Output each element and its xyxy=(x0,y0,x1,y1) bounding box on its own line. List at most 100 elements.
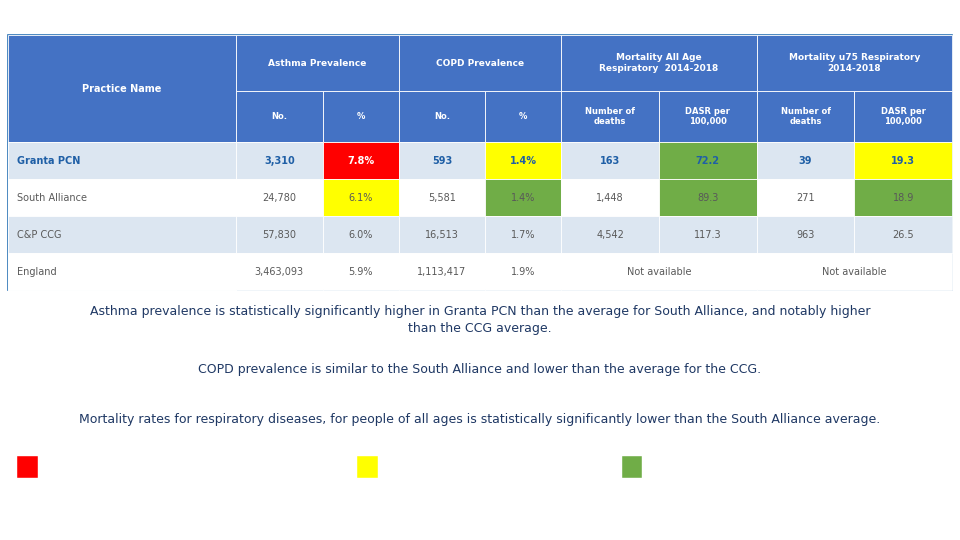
Text: Note: Prevalence data are not available by age i.e. it is not age weighted so di: Note: Prevalence data are not available … xyxy=(12,510,728,525)
Bar xyxy=(486,216,562,253)
Bar xyxy=(8,179,236,216)
Text: 18.9: 18.9 xyxy=(893,193,914,202)
Text: 7.8%: 7.8% xyxy=(348,156,374,166)
Bar xyxy=(8,142,236,179)
Text: Asthma Prevalence: Asthma Prevalence xyxy=(268,58,367,68)
Text: %: % xyxy=(356,112,365,121)
Bar xyxy=(756,91,854,142)
Text: South Alliance: South Alliance xyxy=(17,193,87,202)
Text: DASR per
100,000: DASR per 100,000 xyxy=(880,107,925,126)
Text: 271: 271 xyxy=(796,193,815,202)
Text: 39: 39 xyxy=(799,156,812,166)
Text: 1.7%: 1.7% xyxy=(511,230,536,240)
Text: Number of
deaths: Number of deaths xyxy=(780,107,830,126)
Bar xyxy=(398,142,486,179)
Bar xyxy=(621,456,642,478)
Text: No.: No. xyxy=(434,112,450,121)
Bar xyxy=(659,216,756,253)
Text: Number of
deaths: Number of deaths xyxy=(586,107,636,126)
Bar xyxy=(756,216,854,253)
Text: 6.0%: 6.0% xyxy=(348,230,372,240)
Text: 1,113,417: 1,113,417 xyxy=(418,267,467,276)
Text: 57,830: 57,830 xyxy=(262,230,297,240)
Text: 3,310: 3,310 xyxy=(264,156,295,166)
Bar xyxy=(562,91,659,142)
Text: 16,513: 16,513 xyxy=(425,230,459,240)
Bar xyxy=(854,179,952,216)
Text: 26.5: 26.5 xyxy=(893,230,914,240)
Bar xyxy=(756,35,952,91)
Text: Mortality rates for respiratory diseases, for people of all ages is statisticall: Mortality rates for respiratory diseases… xyxy=(80,413,880,426)
Bar xyxy=(562,35,756,91)
Text: statistically significantly lower than next level in hierarchy: statistically significantly lower than n… xyxy=(650,462,897,471)
Bar xyxy=(486,142,562,179)
Bar xyxy=(486,179,562,216)
Bar xyxy=(323,253,398,290)
Text: 1.9%: 1.9% xyxy=(512,267,536,276)
Bar xyxy=(854,216,952,253)
Text: 24,780: 24,780 xyxy=(262,193,297,202)
Bar xyxy=(398,179,486,216)
Text: 6.1%: 6.1% xyxy=(348,193,372,202)
Bar xyxy=(398,91,486,142)
Text: 593: 593 xyxy=(432,156,452,166)
Bar xyxy=(8,216,236,253)
Bar xyxy=(236,142,323,179)
Text: 4,542: 4,542 xyxy=(596,230,624,240)
Bar xyxy=(357,456,378,478)
Bar xyxy=(659,91,756,142)
Text: 3,463,093: 3,463,093 xyxy=(254,267,303,276)
Text: statistically significantly higher than next level in hierarchy: statistically significantly higher than … xyxy=(46,462,296,471)
Bar xyxy=(562,216,659,253)
Bar xyxy=(756,142,854,179)
Bar xyxy=(8,179,236,216)
Text: Mortality All Age
Respiratory  2014-2018: Mortality All Age Respiratory 2014-2018 xyxy=(599,53,719,73)
Text: Respiratory disease: Respiratory disease xyxy=(19,11,190,26)
Bar xyxy=(236,179,323,216)
Text: 963: 963 xyxy=(797,230,815,240)
Bar xyxy=(854,91,952,142)
Bar xyxy=(236,216,323,253)
Bar xyxy=(8,253,236,290)
Text: COPD Prevalence: COPD Prevalence xyxy=(436,58,524,68)
Text: 117.3: 117.3 xyxy=(694,230,722,240)
Bar xyxy=(756,253,952,290)
Bar xyxy=(659,142,756,179)
Text: No.: No. xyxy=(272,112,287,121)
Bar xyxy=(8,253,236,290)
Bar xyxy=(398,216,486,253)
Text: Asthma prevalence is statistically significantly higher in Granta PCN than the a: Asthma prevalence is statistically signi… xyxy=(89,305,871,335)
Text: 5.9%: 5.9% xyxy=(348,267,372,276)
Text: Not available: Not available xyxy=(627,267,691,276)
Bar xyxy=(236,35,398,91)
Text: Granta PCN: Granta PCN xyxy=(17,156,81,166)
Bar xyxy=(562,179,659,216)
Bar xyxy=(323,216,398,253)
Text: 1.4%: 1.4% xyxy=(510,156,537,166)
Text: Mortality u75 Respiratory
2014-2018: Mortality u75 Respiratory 2014-2018 xyxy=(789,53,920,73)
Bar xyxy=(17,456,38,478)
Bar xyxy=(323,91,398,142)
Text: Practice Name: Practice Name xyxy=(83,84,161,93)
Text: 1.4%: 1.4% xyxy=(512,193,536,202)
Bar xyxy=(486,91,562,142)
Text: 19.3: 19.3 xyxy=(891,156,915,166)
Bar xyxy=(486,253,562,290)
Bar xyxy=(8,35,236,142)
Text: %: % xyxy=(519,112,528,121)
Text: C&P CCG: C&P CCG xyxy=(17,230,62,240)
Bar xyxy=(8,216,236,253)
Text: 5,581: 5,581 xyxy=(428,193,456,202)
Bar xyxy=(854,142,952,179)
Text: England: England xyxy=(17,267,57,276)
Bar xyxy=(236,91,323,142)
Text: 89.3: 89.3 xyxy=(697,193,718,202)
Text: 1,448: 1,448 xyxy=(596,193,624,202)
Text: Not available: Not available xyxy=(822,267,887,276)
Bar xyxy=(562,142,659,179)
Text: DASR per
100,000: DASR per 100,000 xyxy=(685,107,731,126)
Bar xyxy=(323,179,398,216)
Bar xyxy=(659,179,756,216)
Bar xyxy=(562,253,756,290)
Text: 163: 163 xyxy=(600,156,620,166)
